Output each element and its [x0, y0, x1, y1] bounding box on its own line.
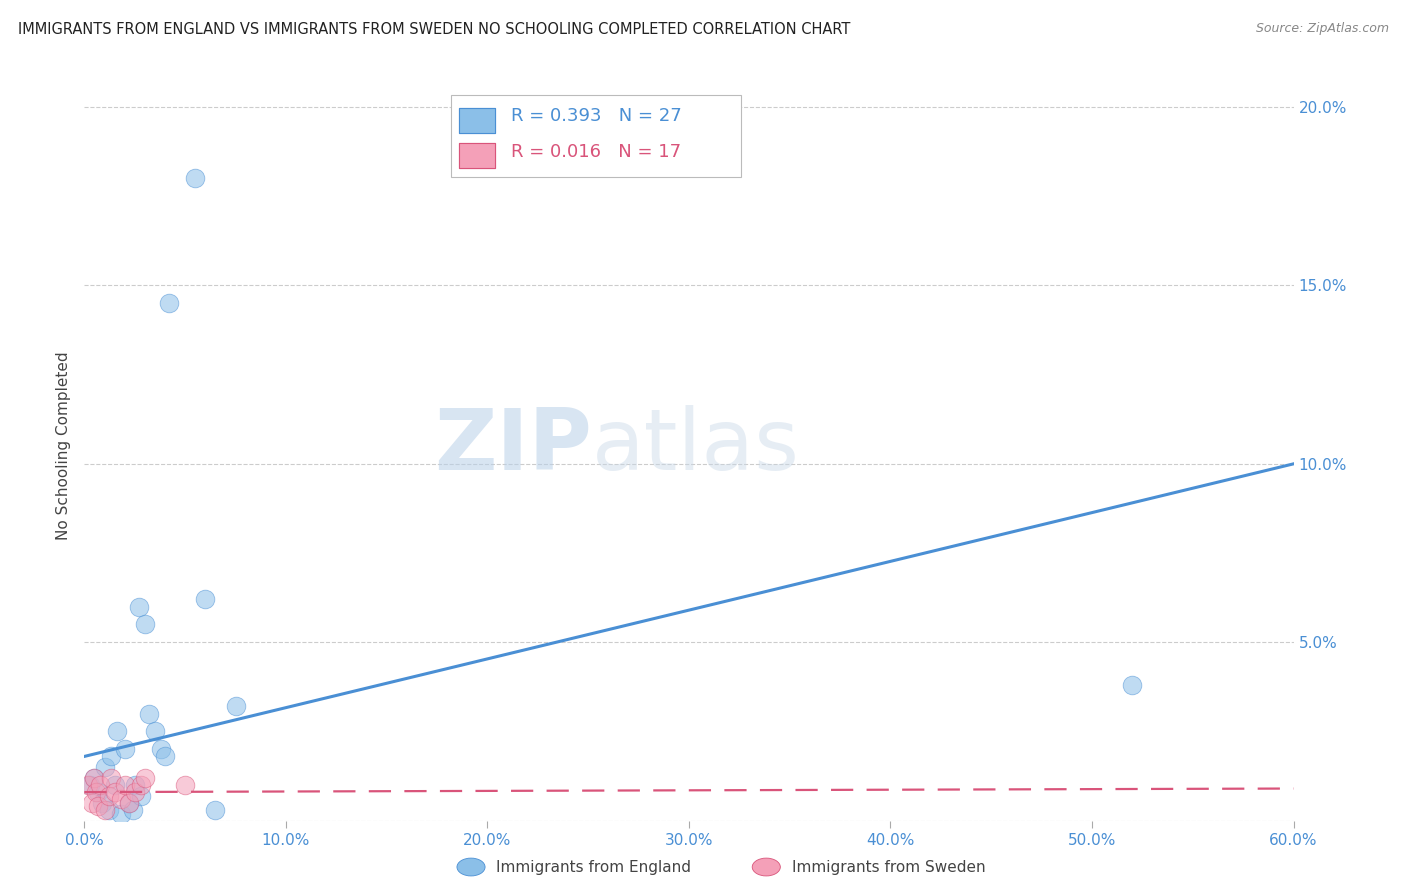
Point — [87, 785, 110, 799]
Point — [114, 778, 136, 792]
Point — [110, 792, 132, 806]
Point — [114, 742, 136, 756]
Point — [100, 771, 122, 785]
Point — [91, 796, 114, 810]
Point — [138, 706, 160, 721]
Point — [79, 778, 101, 792]
Point — [174, 778, 197, 792]
Point — [104, 785, 127, 799]
Point — [97, 789, 120, 803]
Point — [153, 749, 176, 764]
FancyBboxPatch shape — [460, 144, 495, 168]
Point — [184, 171, 207, 186]
Point — [97, 803, 120, 817]
Point — [77, 778, 100, 792]
Point — [86, 785, 108, 799]
Text: R = 0.393   N = 27: R = 0.393 N = 27 — [512, 107, 682, 125]
Point — [87, 799, 110, 814]
Point — [118, 796, 141, 810]
Text: Source: ZipAtlas.com: Source: ZipAtlas.com — [1256, 22, 1389, 36]
Point — [82, 796, 104, 810]
Point — [157, 296, 180, 310]
Point — [134, 771, 156, 785]
Text: Immigrants from England: Immigrants from England — [496, 860, 692, 874]
Point — [149, 742, 172, 756]
Text: R = 0.016   N = 17: R = 0.016 N = 17 — [512, 143, 682, 161]
Point — [100, 749, 122, 764]
Point — [225, 699, 247, 714]
Point — [128, 599, 150, 614]
Point — [1121, 678, 1143, 692]
FancyBboxPatch shape — [451, 95, 741, 177]
Point — [104, 778, 127, 792]
Text: atlas: atlas — [592, 404, 800, 488]
Point — [129, 789, 152, 803]
Point — [89, 778, 111, 792]
Point — [105, 724, 128, 739]
Text: IMMIGRANTS FROM ENGLAND VS IMMIGRANTS FROM SWEDEN NO SCHOOLING COMPLETED CORRELA: IMMIGRANTS FROM ENGLAND VS IMMIGRANTS FR… — [18, 22, 851, 37]
Point — [129, 778, 152, 792]
Point — [110, 806, 132, 821]
Text: Immigrants from Sweden: Immigrants from Sweden — [792, 860, 986, 874]
Point — [204, 803, 226, 817]
Text: ZIP: ZIP — [434, 404, 592, 488]
Point — [143, 724, 166, 739]
Point — [83, 771, 105, 785]
Point — [83, 771, 105, 785]
Point — [124, 778, 146, 792]
Point — [118, 796, 141, 810]
Point — [93, 760, 115, 774]
Point — [124, 785, 146, 799]
Point — [134, 617, 156, 632]
Y-axis label: No Schooling Completed: No Schooling Completed — [56, 351, 72, 541]
Point — [121, 803, 143, 817]
Point — [194, 592, 217, 607]
Point — [93, 803, 115, 817]
FancyBboxPatch shape — [460, 108, 495, 133]
